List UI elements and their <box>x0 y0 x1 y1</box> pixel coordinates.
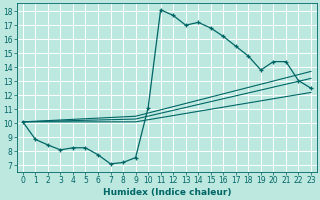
X-axis label: Humidex (Indice chaleur): Humidex (Indice chaleur) <box>103 188 231 197</box>
